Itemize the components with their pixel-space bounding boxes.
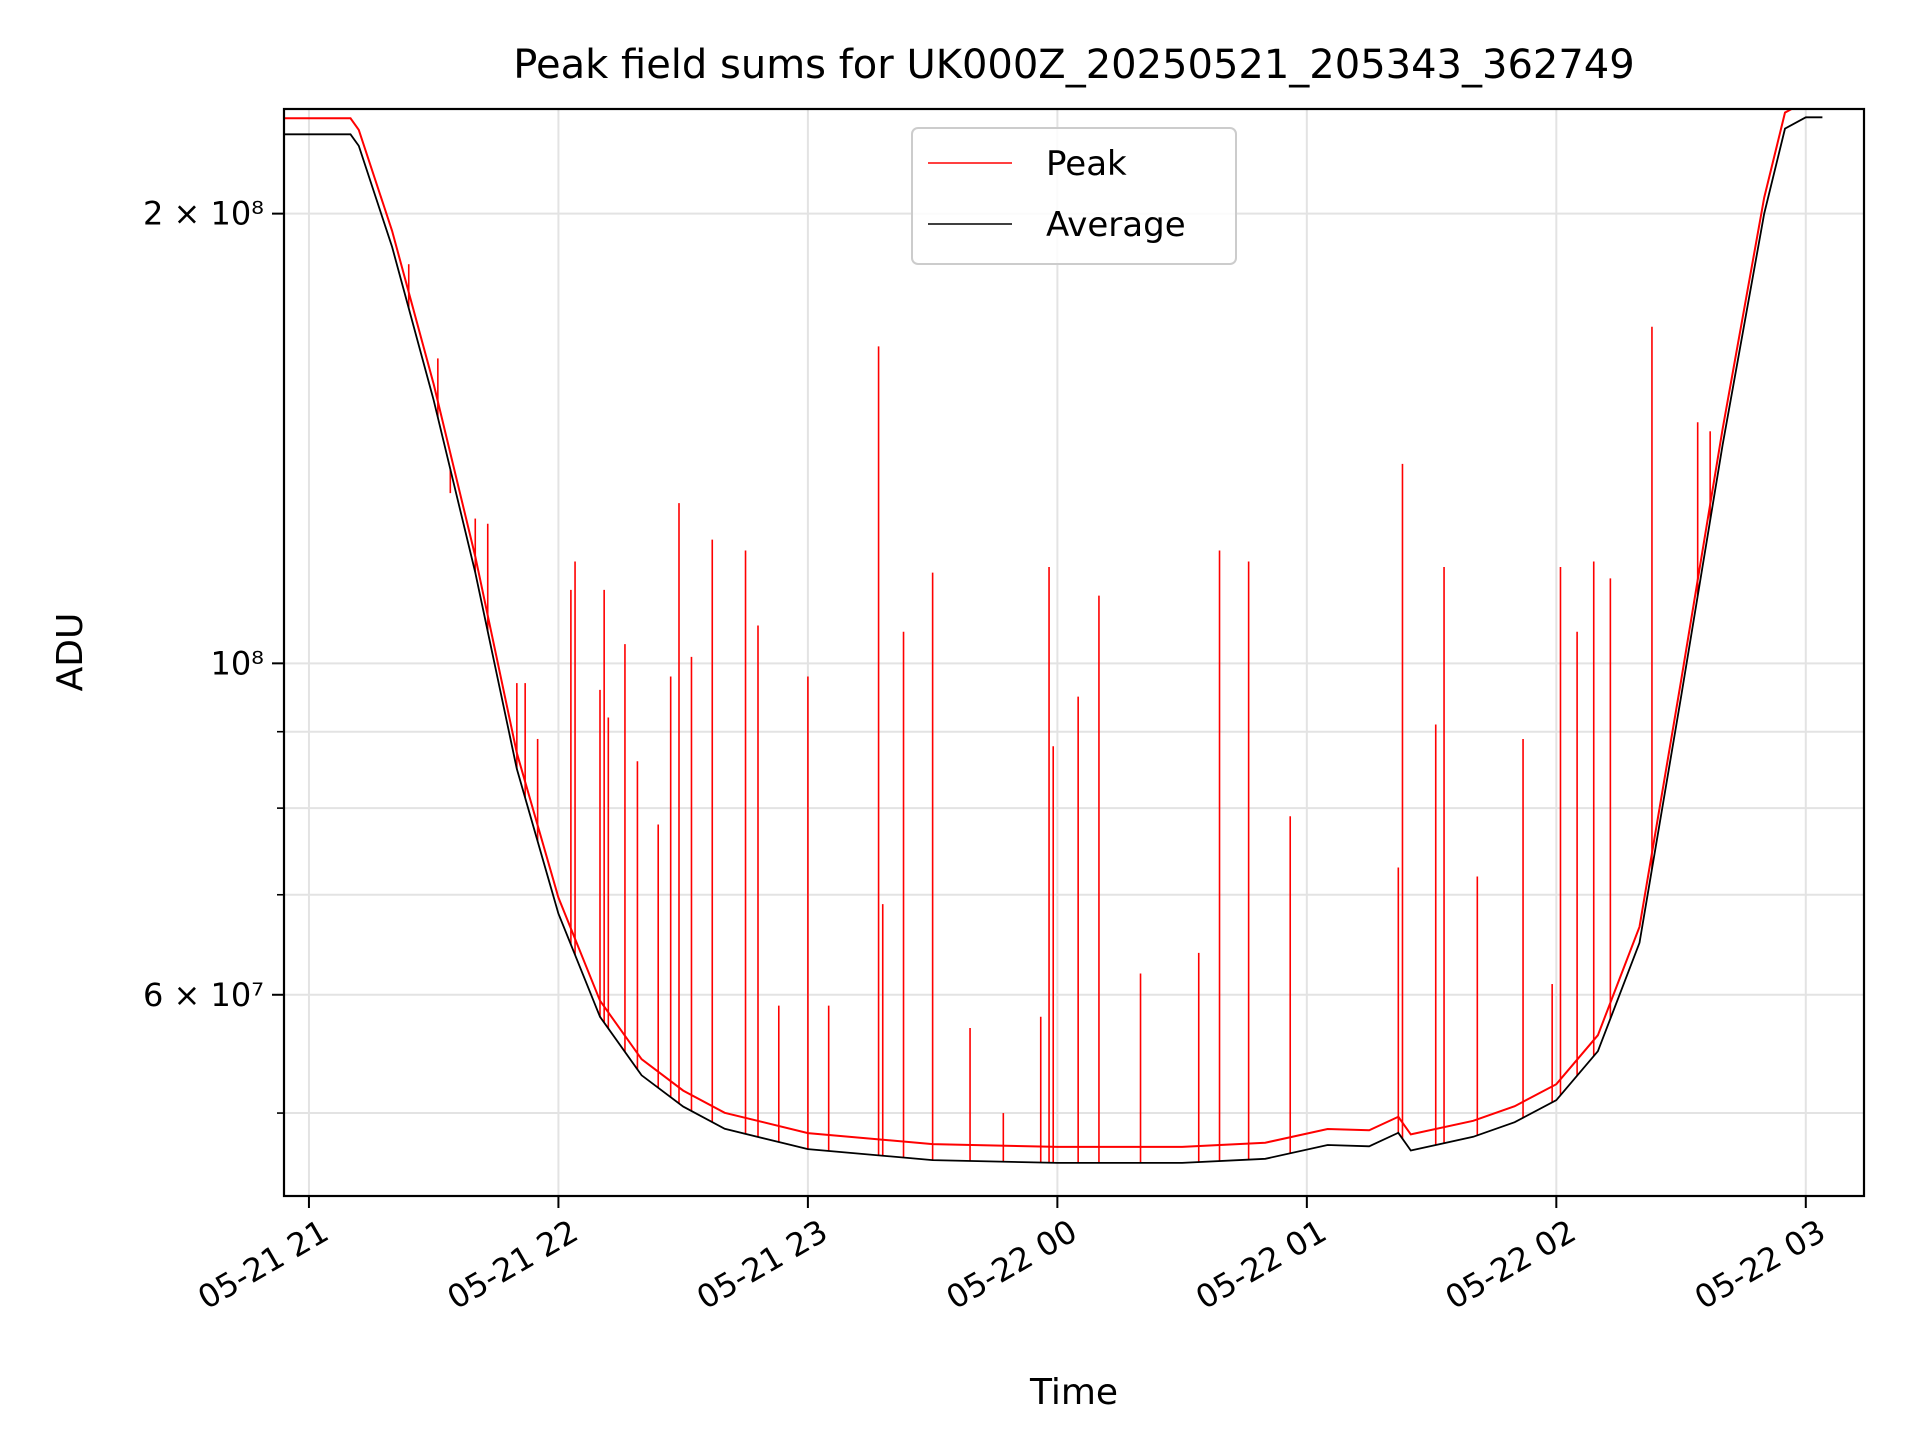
x-axis-label: Time (1029, 1372, 1118, 1413)
legend-label-peak: Peak (1046, 144, 1127, 184)
legend-label-average: Average (1046, 205, 1186, 245)
x-tick-label: 05-21 22 (441, 1212, 585, 1317)
peak-spikes (407, 264, 1711, 1163)
y-tick-label: 6 × 10⁷ (143, 976, 264, 1014)
plot-frame (282, 107, 1866, 1198)
y-axis-ticks: 6 × 10⁷ 10⁸ 2 × 10⁸ (143, 195, 284, 1114)
x-axis-ticks: 05-21 21 05-21 22 05-21 23 05-22 00 05-22 01… (191, 1196, 1832, 1317)
y-tick-label: 2 × 10⁸ (143, 195, 264, 233)
x-tick-label: 05-21 23 (690, 1212, 834, 1317)
x-tick-label: 05-21 21 (191, 1212, 335, 1317)
x-tick-label: 05-22 00 (940, 1212, 1084, 1317)
y-tick-label: 10⁸ (210, 644, 264, 682)
y-axis-label: ADU (50, 613, 91, 692)
x-tick-label: 05-22 01 (1189, 1212, 1333, 1317)
series-layer (284, 109, 1823, 1164)
grid (284, 109, 1864, 1196)
x-tick-label: 05-22 03 (1688, 1212, 1832, 1317)
legend-box (911, 127, 1237, 265)
x-tick-label: 05-22 02 (1439, 1212, 1583, 1317)
series-average-line (284, 116, 1823, 1164)
legend: Peak Average (911, 127, 1237, 265)
chart-title: Peak field sums for UK000Z_20250521_2053… (513, 42, 1634, 88)
series-peak-baseline (284, 109, 1794, 1148)
